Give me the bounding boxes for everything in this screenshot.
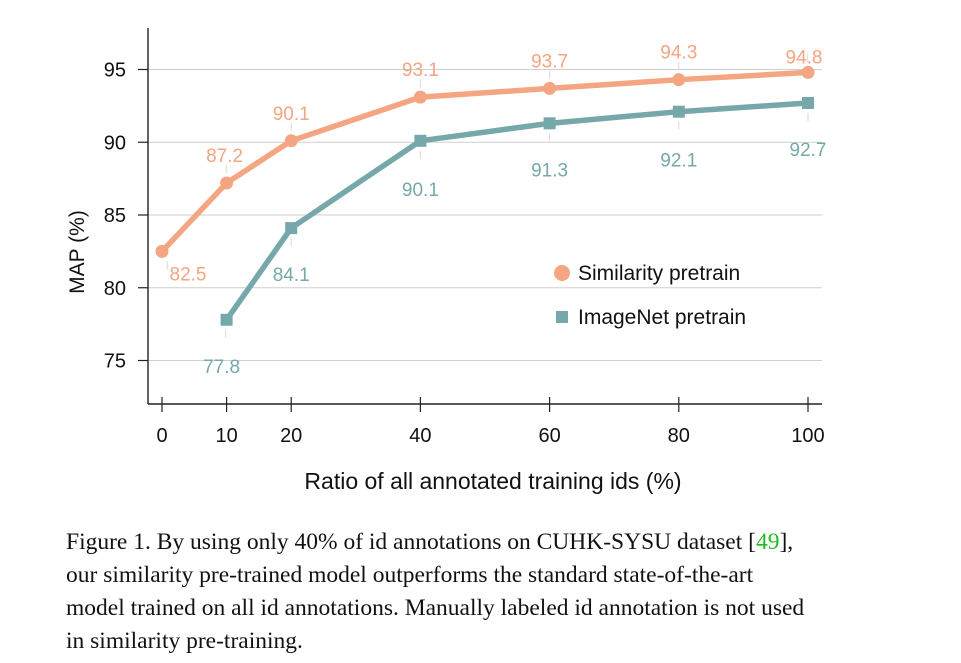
data-point-similarity	[672, 73, 686, 87]
x-tick-label: 10	[215, 425, 237, 447]
x-tick-label: 80	[668, 425, 690, 447]
data-point-similarity	[543, 81, 557, 95]
data-point-similarity	[413, 90, 427, 104]
data-point-imagenet	[543, 117, 556, 130]
data-label: 90.1	[402, 180, 439, 201]
data-label: 93.7	[531, 51, 568, 72]
data-label: 94.3	[660, 43, 697, 64]
series-layer	[155, 65, 815, 326]
legend-label: ImageNet pretrain	[578, 306, 746, 329]
data-label: 77.8	[203, 357, 240, 378]
caption-math: 40%	[294, 529, 338, 555]
data-point-imagenet	[672, 105, 685, 118]
x-tick-label: 40	[409, 425, 431, 447]
data-labels: 82.5 87.2 90.1 93.1 93.7 94.3 94.8 77.8 84.1 90.1…	[166, 43, 827, 378]
data-label: 92.1	[660, 151, 697, 172]
x-tick-label: 0	[156, 425, 167, 447]
x-axis-ticks: 0 10 20 40 60 80 100	[156, 397, 825, 447]
data-label: 87.2	[206, 146, 243, 167]
data-label: 82.5	[170, 264, 207, 285]
x-tick-label: 60	[538, 425, 560, 447]
y-tick-label: 80	[104, 278, 126, 300]
data-label: 91.3	[531, 160, 568, 181]
y-tick-label: 90	[104, 132, 126, 154]
grid-lines	[148, 69, 822, 361]
series-line-0	[160, 69, 809, 254]
figure-caption: Figure 1. By using only 40% of id annota…	[66, 526, 806, 658]
caption-citation-link[interactable]: 49	[755, 529, 780, 555]
data-point-imagenet	[414, 134, 427, 147]
y-tick-label: 85	[104, 205, 126, 227]
y-axis-ticks: 75 80 85 90 95	[104, 60, 148, 373]
x-axis-label: Ratio of all annotated training ids (%)	[304, 468, 681, 494]
data-point-similarity	[220, 176, 234, 190]
data-point-imagenet	[220, 313, 233, 326]
y-tick-label: 95	[104, 60, 126, 82]
data-point-similarity	[284, 134, 298, 148]
legend-label: Similarity pretrain	[578, 262, 740, 285]
caption-prefix: Figure 1. By using only	[66, 529, 295, 555]
data-label: 92.7	[790, 140, 827, 161]
data-point-imagenet	[285, 222, 298, 235]
data-label: 84.1	[273, 265, 310, 286]
axes	[147, 28, 822, 405]
map-line-chart: 75 80 85 90 95 0 10 20 40 60 80 100 82.5 87.2 90.1 93…	[66, 28, 827, 494]
data-point-similarity	[801, 65, 815, 79]
data-point-similarity	[155, 244, 169, 258]
data-label: 94.8	[786, 47, 823, 68]
legend: Similarity pretrain ImageNet pretrain	[554, 262, 746, 329]
data-point-imagenet	[802, 96, 814, 109]
legend-marker-similarity	[554, 265, 570, 281]
series-line-1	[224, 100, 809, 322]
caption-suffix: ], our similarity pre-trained model outp…	[66, 529, 805, 654]
caption-middle: of id annotations on CUHK-SYSU dataset [	[337, 529, 756, 555]
data-label: 90.1	[273, 104, 310, 125]
legend-marker-imagenet	[556, 311, 568, 323]
x-tick-label: 100	[791, 425, 824, 447]
y-tick-label: 75	[104, 351, 126, 373]
y-axis-label: MAP (%)	[66, 210, 89, 294]
x-tick-label: 20	[280, 425, 302, 447]
data-label: 93.1	[402, 60, 439, 81]
